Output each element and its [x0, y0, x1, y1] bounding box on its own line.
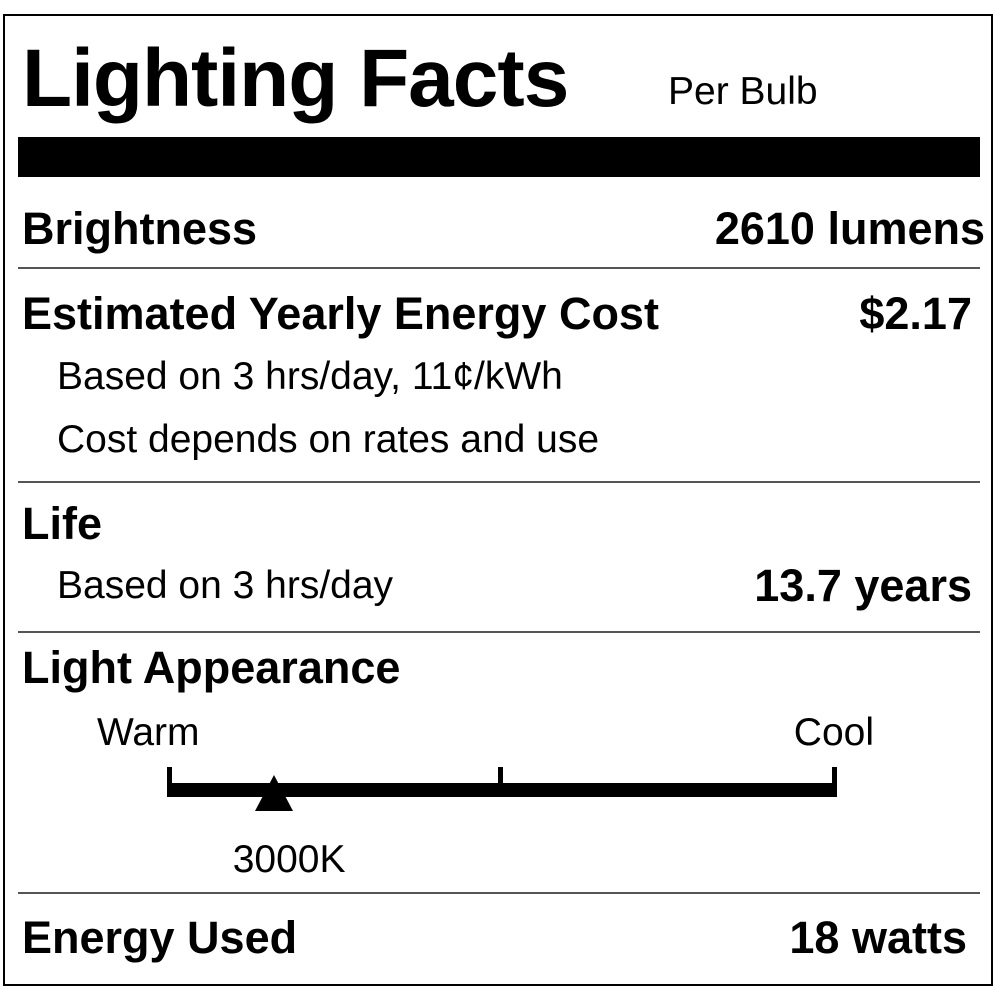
divider — [18, 267, 980, 269]
scale-tick-middle — [498, 767, 503, 797]
energy-cost-note-rate: Based on 3 hrs/day, 11¢/kWh — [57, 355, 563, 398]
label-subtitle: Per Bulb — [668, 70, 818, 113]
life-value: 13.7 years — [754, 560, 972, 611]
divider — [18, 631, 980, 633]
brightness-value: 2610 lumens — [714, 203, 985, 254]
title-divider-bar — [18, 137, 980, 177]
life-label: Life — [22, 498, 103, 549]
energy-cost-note-usage: Cost depends on rates and use — [57, 418, 600, 461]
light-appearance-label: Light Appearance — [22, 642, 401, 693]
energy-cost-value: $2.17 — [859, 288, 972, 339]
energy-used-value: 18 watts — [789, 912, 967, 963]
divider — [18, 481, 980, 483]
label-title: Lighting Facts — [22, 33, 569, 124]
scale-tick-start — [167, 767, 172, 797]
cool-label: Cool — [793, 711, 874, 754]
scale-tick-end — [832, 767, 837, 797]
color-temperature-value: 3000K — [232, 838, 346, 881]
label-border — [3, 14, 993, 986]
divider — [18, 892, 980, 894]
brightness-label: Brightness — [22, 203, 258, 254]
warm-label: Warm — [97, 711, 200, 754]
life-note: Based on 3 hrs/day — [57, 564, 394, 607]
color-temperature-marker — [255, 775, 294, 811]
energy-used-label: Energy Used — [22, 912, 298, 963]
energy-cost-label: Estimated Yearly Energy Cost — [22, 288, 659, 339]
